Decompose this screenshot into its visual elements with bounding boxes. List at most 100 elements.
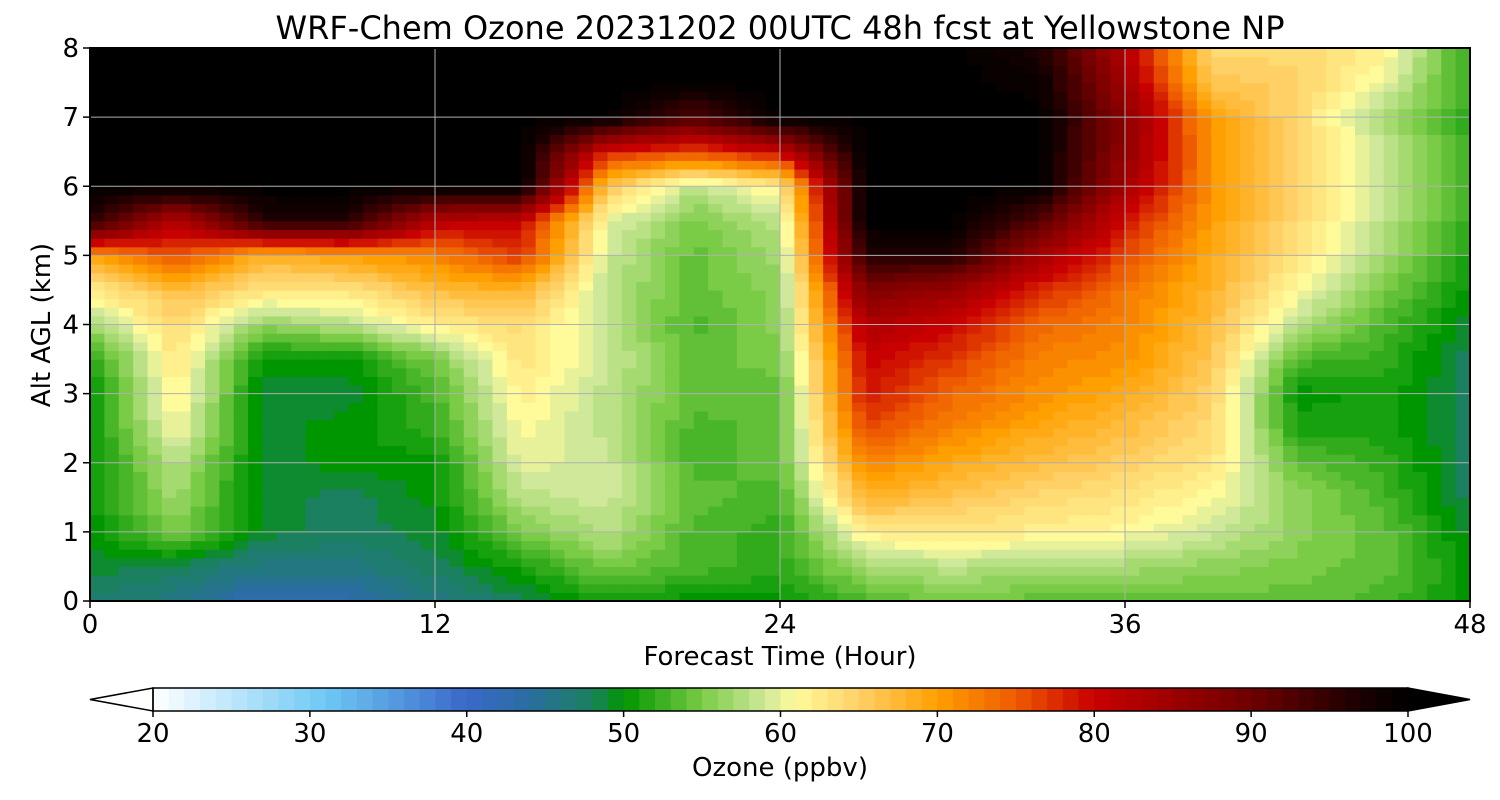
contour-cell bbox=[981, 194, 997, 205]
contour-cell bbox=[1211, 497, 1227, 507]
contour-cell bbox=[679, 160, 695, 170]
contour-cell bbox=[1455, 359, 1471, 369]
contour-cell bbox=[420, 436, 436, 447]
contour-cell bbox=[133, 333, 149, 343]
contour-cell bbox=[190, 151, 206, 161]
contour-cell bbox=[377, 488, 393, 498]
contour-cell bbox=[578, 341, 594, 352]
contour-cell bbox=[679, 307, 695, 317]
contour-cell bbox=[391, 445, 407, 455]
contour-cell bbox=[104, 359, 120, 369]
contour-cell bbox=[492, 575, 508, 585]
contour-cell bbox=[205, 333, 220, 343]
contour-cell bbox=[564, 419, 580, 429]
contour-cell bbox=[435, 238, 450, 248]
contour-cell bbox=[780, 264, 795, 274]
contour-cell bbox=[1340, 289, 1356, 300]
contour-cell bbox=[1168, 480, 1184, 490]
contour-cell bbox=[1340, 160, 1356, 170]
contour-cell bbox=[233, 471, 249, 481]
contour-cell bbox=[205, 272, 220, 282]
contour-cell bbox=[435, 160, 450, 170]
contour-cell bbox=[1225, 505, 1241, 516]
contour-cell bbox=[679, 410, 695, 421]
contour-cell bbox=[722, 151, 738, 161]
contour-cell bbox=[693, 229, 709, 239]
contour-cell bbox=[621, 229, 637, 239]
contour-cell bbox=[1125, 531, 1140, 542]
contour-cell bbox=[463, 402, 479, 412]
contour-cell bbox=[564, 384, 580, 395]
contour-cell bbox=[1168, 488, 1184, 498]
contour-cell bbox=[1369, 177, 1385, 187]
contour-cell bbox=[435, 177, 450, 187]
contour-cell bbox=[219, 238, 235, 248]
contour-cell bbox=[118, 264, 134, 274]
contour-cell bbox=[1283, 549, 1299, 559]
contour-cell bbox=[334, 281, 350, 291]
contour-cell bbox=[909, 333, 925, 343]
contour-cell bbox=[923, 531, 939, 542]
contour-cell bbox=[1053, 575, 1069, 585]
contour-cell bbox=[1168, 315, 1184, 326]
contour-cell bbox=[363, 212, 379, 222]
contour-cell bbox=[190, 220, 206, 231]
contour-cell bbox=[1053, 557, 1069, 568]
contour-cell bbox=[1426, 566, 1442, 576]
contour-cell bbox=[406, 194, 422, 205]
contour-cell bbox=[1110, 514, 1126, 524]
contour-cell bbox=[1024, 359, 1040, 369]
contour-cell bbox=[521, 436, 537, 447]
contour-cell bbox=[1081, 203, 1097, 213]
contour-cell bbox=[348, 359, 364, 369]
contour-cell bbox=[176, 281, 192, 291]
contour-cell bbox=[219, 514, 235, 524]
contour-cell bbox=[550, 514, 565, 524]
contour-cell bbox=[118, 220, 134, 231]
contour-cell bbox=[938, 410, 954, 421]
contour-cell bbox=[492, 324, 508, 334]
contour-cell bbox=[1096, 419, 1112, 429]
contour-cell bbox=[506, 307, 522, 317]
contour-cell bbox=[262, 592, 278, 602]
contour-cell bbox=[133, 298, 149, 308]
contour-cell bbox=[305, 341, 321, 352]
contour-cell bbox=[880, 531, 896, 542]
contour-cell bbox=[176, 575, 192, 585]
contour-cell bbox=[895, 264, 910, 274]
contour-cell bbox=[1383, 315, 1399, 326]
contour-cell bbox=[1240, 583, 1255, 593]
contour-cell bbox=[1297, 220, 1313, 231]
contour-cell bbox=[104, 549, 120, 559]
contour-cell bbox=[1225, 480, 1241, 490]
contour-cell bbox=[492, 350, 508, 360]
contour-cell bbox=[593, 255, 609, 265]
contour-cell bbox=[1196, 194, 1212, 205]
contour-cell bbox=[780, 281, 795, 291]
contour-cell bbox=[147, 255, 163, 265]
contour-cell bbox=[1168, 151, 1184, 161]
contour-cell bbox=[320, 514, 335, 524]
contour-cell bbox=[1355, 376, 1370, 386]
contour-cell bbox=[1254, 540, 1270, 550]
contour-cell bbox=[837, 289, 853, 300]
contour-cell bbox=[118, 359, 134, 369]
contour-cell bbox=[1096, 238, 1112, 248]
contour-cell bbox=[334, 376, 350, 386]
contour-cell bbox=[1024, 264, 1040, 274]
contour-cell bbox=[621, 549, 637, 559]
contour-cell bbox=[118, 177, 134, 187]
contour-cell bbox=[995, 289, 1011, 300]
contour-cell bbox=[1125, 471, 1140, 481]
contour-cell bbox=[1067, 281, 1083, 291]
contour-cell bbox=[449, 410, 465, 421]
contour-cell bbox=[1240, 575, 1255, 585]
contour-cell bbox=[1355, 229, 1370, 239]
contour-cell bbox=[550, 471, 565, 481]
contour-cell bbox=[521, 583, 537, 593]
contour-cell bbox=[435, 324, 450, 334]
contour-cell bbox=[1383, 575, 1399, 585]
contour-cell bbox=[1211, 255, 1227, 265]
contour-cell bbox=[981, 436, 997, 447]
contour-cell bbox=[1225, 315, 1241, 326]
